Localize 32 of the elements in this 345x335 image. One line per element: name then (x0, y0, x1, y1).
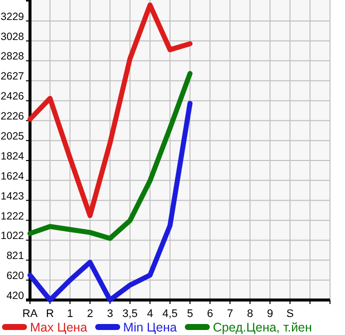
legend-label: Min Цена (123, 320, 177, 334)
x-tick-label: 3,5 (122, 308, 138, 320)
y-tick-label: 821 (6, 250, 24, 262)
x-tick-label: S (286, 308, 294, 320)
x-tick-label: RA (22, 308, 38, 320)
y-tick-label: 1222 (0, 210, 24, 222)
x-tick-label: R (46, 308, 54, 320)
x-tick-label: 6 (206, 308, 214, 320)
legend-label: Max Цена (30, 320, 88, 334)
x-tick-label: 3 (106, 308, 114, 320)
x-tick-label: 7 (226, 308, 234, 320)
x-tick-label: 8 (246, 308, 254, 320)
y-tick-label: 3028 (0, 30, 24, 43)
legend-label: Сред.Цена, т.йен (212, 320, 312, 334)
y-tick-label: 2025 (0, 130, 24, 143)
y-tick-label: 1423 (0, 190, 24, 202)
y-tick-label: 420 (6, 290, 24, 302)
y-tick-label: 2426 (0, 90, 24, 103)
y-tick-label: 2226 (0, 110, 24, 123)
x-tick-label: 1 (66, 308, 74, 320)
x-tick-label: 4 (146, 308, 154, 320)
y-tick-label: 2627 (0, 70, 24, 83)
y-tick-label: 1824 (0, 150, 24, 162)
y-tick-label: 3229 (0, 10, 24, 23)
x-tick-label: 9 (266, 308, 274, 320)
y-tick-label: 1022 (0, 230, 24, 242)
y-tick-label: 1624 (0, 170, 24, 182)
y-tick-label: 2828 (0, 50, 24, 63)
x-tick-label: 4,5 (162, 308, 178, 320)
x-tick-label: 2 (86, 308, 94, 320)
y-tick-label: 620 (6, 270, 24, 282)
x-tick-label: 5 (186, 308, 194, 320)
